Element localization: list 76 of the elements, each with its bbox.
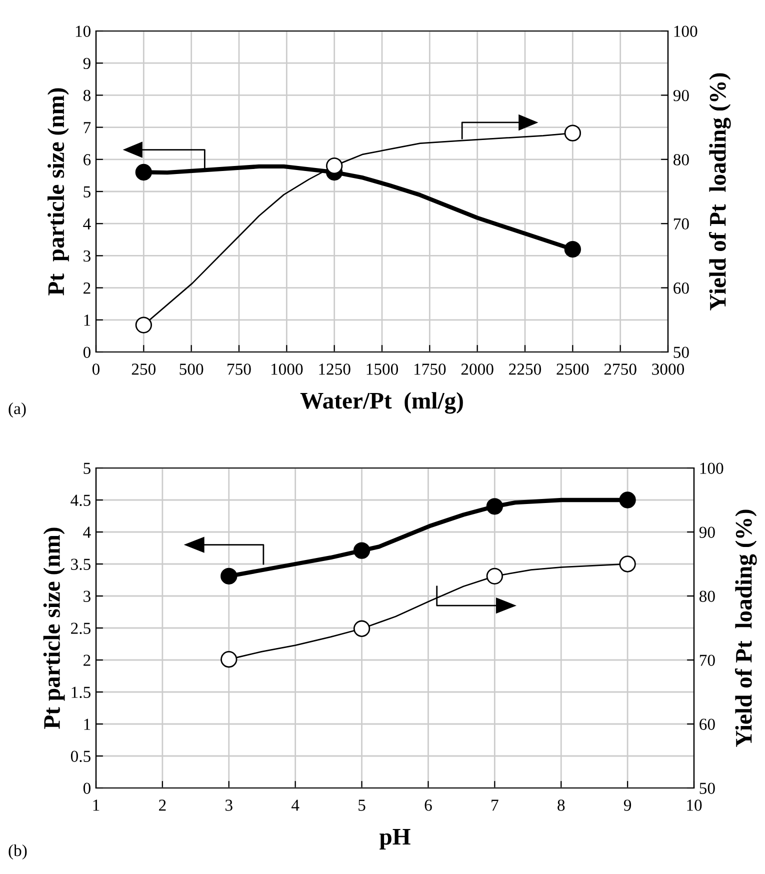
y2-axis-title: Yield of Pt loading (%)	[734, 510, 757, 747]
y-tick-label: 1	[84, 718, 90, 730]
x-axis-title: pH	[380, 829, 410, 850]
text: (b)	[8, 844, 27, 860]
x-tick-label: 9	[624, 800, 632, 811]
y-tick-label: 2	[84, 654, 90, 666]
x-tick-label: 1	[93, 800, 100, 811]
x-tick-label: 1500	[366, 364, 398, 375]
y-tick-label: 3.5	[71, 558, 90, 570]
y2-axis-title: Yield of Pt loading (%)	[708, 73, 731, 310]
y-tick-label: 5	[84, 186, 90, 198]
x-axis-title: Water/Pt (ml/g)	[300, 392, 463, 414]
y2-tick-label: 90	[673, 90, 689, 102]
point	[353, 620, 370, 637]
y-tick-label: 4.5	[70, 494, 90, 506]
x-tick-label: 1750	[414, 364, 446, 375]
y2-tick-label: 70	[700, 654, 715, 666]
y-tick-label: 4	[83, 218, 91, 230]
x-tick-label: 3	[226, 800, 232, 811]
y-tick-label: 1.5	[72, 686, 90, 698]
x-tick-label: 7	[492, 800, 498, 811]
y-axis-title: Pt particle size (nm)	[43, 528, 65, 729]
point	[486, 498, 503, 515]
x-tick-label: 750	[228, 364, 251, 375]
y-tick-label: 4	[83, 526, 91, 538]
x-tick-label: 3000	[652, 364, 684, 375]
point	[220, 568, 238, 584]
y2-tick-label: 50	[700, 782, 715, 794]
y-tick-label: 9	[83, 58, 90, 70]
y2-tick-label: 50	[674, 346, 689, 358]
y2-tick-label: 100	[674, 26, 698, 37]
y-tick-label: 3	[84, 250, 90, 262]
y2-tick-label: 100	[700, 462, 724, 474]
y-tick-label: 6	[84, 154, 91, 166]
y2-tick-label: 80	[673, 154, 689, 166]
x-tick-label: 10	[687, 800, 702, 811]
x-tick-label: 2500	[556, 364, 589, 375]
y-tick-label: 0	[83, 346, 91, 358]
x-tick-label: 8	[558, 800, 565, 811]
point	[135, 316, 152, 334]
x-tick-label: 2250	[509, 364, 542, 375]
y-tick-label: 0.5	[70, 750, 90, 762]
point	[619, 556, 636, 572]
x-tick-label: 2750	[604, 364, 636, 375]
y-tick-label: 5	[84, 462, 90, 474]
x-tick-label: 500	[180, 364, 204, 375]
y2-tick-label: 60	[700, 718, 715, 730]
y-tick-label: 3	[84, 590, 90, 602]
y2-tick-label: 70	[674, 218, 689, 230]
x-tick-label: 4	[291, 800, 300, 811]
x-tick-label: 6	[424, 800, 432, 811]
point	[564, 124, 581, 142]
x-tick-label: 0	[92, 364, 100, 375]
x-tick-label: 1250	[319, 364, 350, 375]
y-tick-label: 10	[76, 26, 91, 37]
x-tick-label: 2000	[461, 364, 494, 375]
point	[326, 157, 343, 174]
point	[220, 651, 238, 668]
point	[619, 492, 636, 508]
x-tick-label: 5	[358, 800, 366, 811]
y2-tick-label: 80	[699, 590, 715, 602]
y2-tick-label: 90	[699, 526, 715, 538]
x-tick-label: 2	[159, 800, 166, 811]
y-tick-label: 8	[83, 90, 91, 102]
y-tick-label: 2	[84, 282, 90, 294]
y-tick-label: 7	[84, 122, 91, 134]
point	[353, 542, 370, 559]
y-tick-label: 2.5	[71, 622, 90, 634]
point	[486, 568, 503, 584]
x-tick-label: 1000	[271, 364, 303, 375]
y-tick-label: 1	[84, 314, 90, 326]
y-tick-label: 0	[83, 782, 91, 794]
y2-tick-label: 60	[674, 282, 689, 294]
y-axis-title: Pt particle size (nm)	[48, 88, 69, 296]
text: (a)	[8, 402, 26, 418]
x-tick-label: 250	[132, 364, 156, 375]
